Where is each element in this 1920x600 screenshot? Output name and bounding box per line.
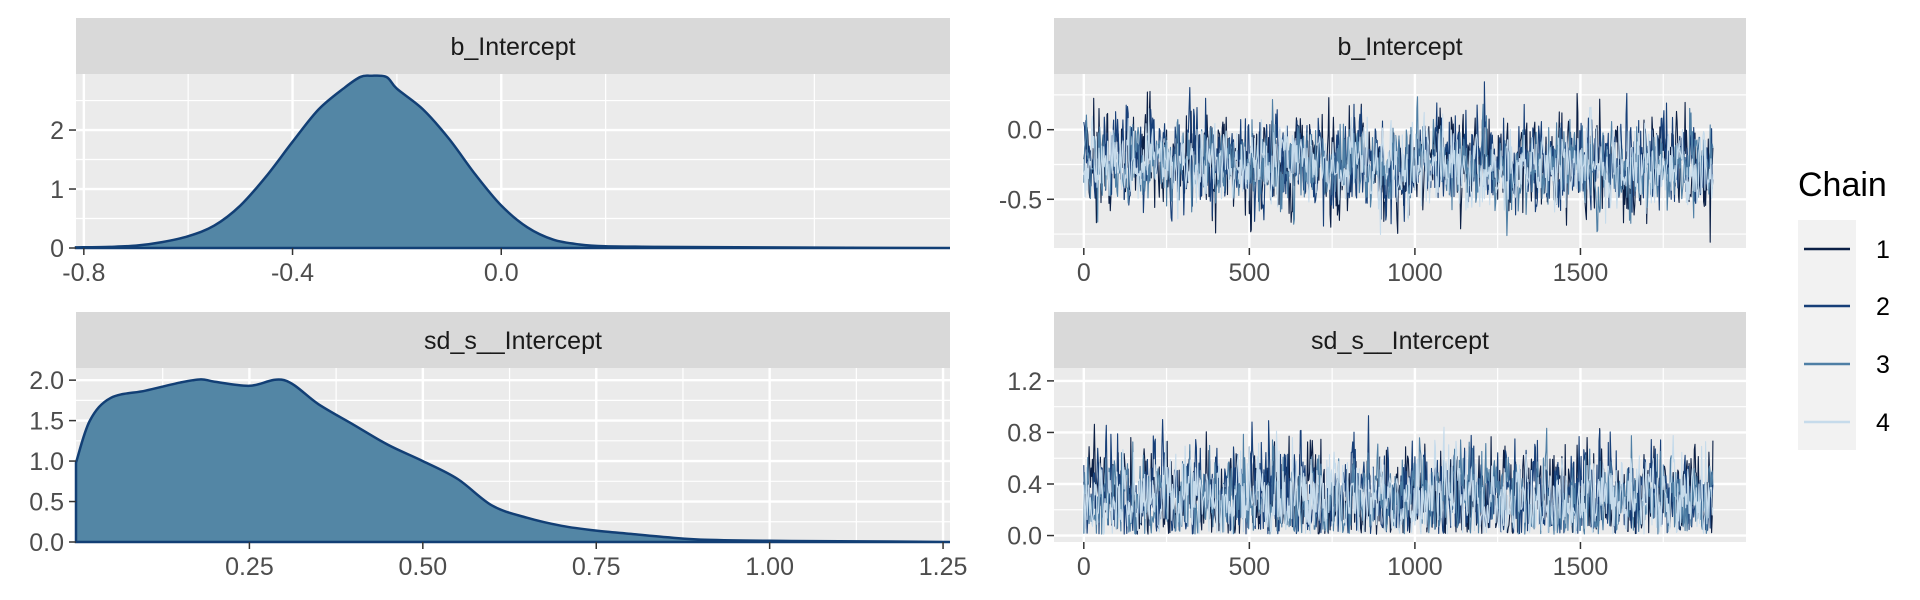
x-tick-label: 1.00 [745,553,794,581]
x-axis-sd-intercept-trace: 0 500 1000 1500 [1077,553,1608,581]
trace-line-chain-4 [1083,426,1714,535]
y-tick-label: 0.0 [1007,117,1042,145]
y-tick-label: 0.0 [1007,523,1042,551]
x-axis-b-intercept-trace: 0 500 1000 1500 [1077,259,1608,287]
x-tick-label: 0.25 [225,553,274,581]
y-tick-label: 0 [50,235,64,263]
y-tick-label: 1.0 [29,448,64,476]
strip-label-b-intercept-density: b_Intercept [450,33,575,61]
x-axis-b-intercept-density: -0.8 -0.4 0.0 [62,259,518,287]
trace-lines-b-intercept [1083,81,1714,243]
y-tick-label: 1.2 [1007,368,1042,396]
trace-panel-sd-intercept: sd_s__Intercept 0 500 1000 1500 0.0 0.4 … [1007,312,1746,581]
density-area-b-intercept [74,74,951,250]
x-tick-label: 0.75 [572,553,621,581]
x-tick-label: 500 [1228,259,1270,287]
x-tick-label: 1.25 [919,553,968,581]
strip-sd-intercept-density [76,312,950,368]
trace-lines-sd-intercept [1083,415,1714,535]
strip-sd-intercept-trace [1054,312,1746,368]
y-tick-label: 1 [50,176,64,204]
y-tick-label: 1.5 [29,408,64,436]
x-tick-label: 500 [1228,553,1270,581]
density-area-sd-intercept [74,378,951,544]
x-tick-label: 0.50 [398,553,447,581]
legend-label-chain-3: 3 [1876,351,1890,379]
legend-key-background [1798,220,1856,450]
legend-title: Chain [1798,166,1887,204]
legend: Chain 1 2 3 4 [1798,166,1890,450]
y-tick-label: 0.5 [29,489,64,517]
strip-label-sd-intercept-trace: sd_s__Intercept [1311,327,1489,355]
y-axis-b-intercept-trace: 0.0 -0.5 [999,117,1042,215]
x-tick-label: -0.8 [62,259,105,287]
density-panel-b-intercept: b_Intercept -0.8 -0.4 0.0 0 1 2 [50,18,951,287]
trace-panel-b-intercept: b_Intercept 0 500 1000 1500 0.0 -0.5 [999,18,1746,287]
trace-line-chain-4 [1083,106,1714,236]
x-tick-label: 1500 [1553,259,1609,287]
y-axis-sd-intercept-density: 0.0 0.5 1.0 1.5 2.0 [29,367,64,557]
legend-label-chain-1: 1 [1876,236,1890,264]
strip-b-intercept-trace [1054,18,1746,74]
x-tick-label: 0 [1077,553,1091,581]
y-axis-b-intercept-density: 0 1 2 [50,117,64,263]
strip-label-b-intercept-trace: b_Intercept [1337,33,1462,61]
y-tick-label: 2.0 [29,367,64,395]
strip-label-sd-intercept-density: sd_s__Intercept [424,327,602,355]
y-tick-label: 0.4 [1007,471,1042,499]
x-tick-label: 0.0 [484,259,519,287]
y-axis-sd-intercept-trace: 0.0 0.4 0.8 1.2 [1007,368,1042,551]
density-panel-sd-intercept: sd_s__Intercept 0.25 0.50 0.75 1.00 1.25… [29,312,967,581]
x-axis-sd-intercept-density: 0.25 0.50 0.75 1.00 1.25 [225,553,967,581]
x-tick-label: 1000 [1387,553,1443,581]
y-tick-label: 0.8 [1007,419,1042,447]
legend-label-chain-2: 2 [1876,293,1890,321]
x-tick-label: 1500 [1553,553,1609,581]
x-tick-label: 0 [1077,259,1091,287]
x-tick-label: 1000 [1387,259,1443,287]
y-tick-label: -0.5 [999,186,1042,214]
y-tick-label: 2 [50,117,64,145]
y-tick-label: 0.0 [29,529,64,557]
x-tick-label: -0.4 [271,259,314,287]
legend-label-chain-4: 4 [1876,409,1890,437]
strip-b-intercept-density [76,18,950,74]
